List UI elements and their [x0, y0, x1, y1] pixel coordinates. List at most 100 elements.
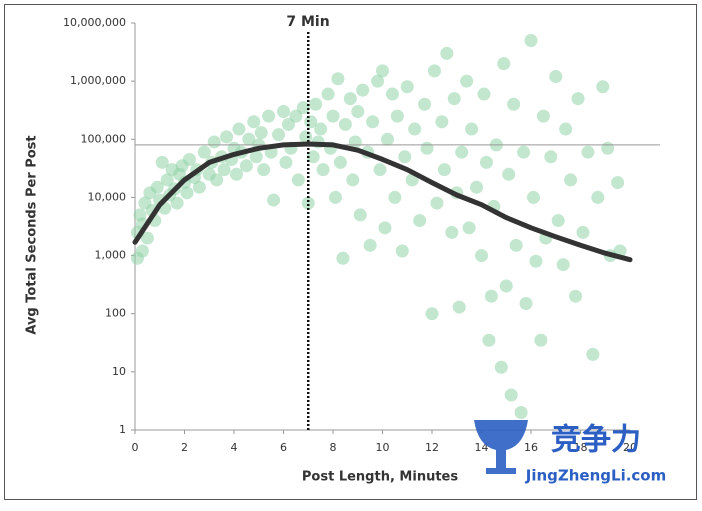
point: [356, 83, 370, 97]
point: [435, 115, 449, 129]
point: [596, 80, 610, 94]
trend-curve: [132, 141, 633, 263]
point: [140, 231, 154, 245]
x-tick-label: 12: [425, 441, 439, 454]
point: [460, 74, 474, 88]
point: [509, 238, 523, 252]
point: [571, 92, 585, 106]
watermark: 竞争力 JingZhengLi.com: [474, 420, 666, 485]
point: [254, 126, 268, 140]
y-tick-label: 10,000: [88, 190, 127, 203]
point: [455, 145, 469, 159]
point: [353, 208, 367, 222]
point: [150, 180, 164, 194]
point: [371, 74, 385, 88]
y-tick-label: 1,000: [95, 249, 127, 262]
y-tick-label: 100: [105, 307, 126, 320]
point: [182, 152, 196, 166]
point: [549, 70, 563, 84]
point: [499, 279, 513, 293]
point: [333, 155, 347, 169]
point: [380, 132, 394, 146]
point: [376, 64, 389, 78]
point: [502, 167, 516, 181]
watermark-url: JingZhengLi.com: [525, 467, 667, 485]
point: [207, 135, 221, 149]
point: [470, 180, 484, 194]
point: [373, 163, 387, 177]
point: [328, 190, 342, 204]
point: [514, 405, 528, 419]
point: [331, 72, 345, 86]
point: [586, 347, 600, 361]
watermark-title: 竞争力: [551, 423, 641, 458]
plot: 1101001,00010,000100,0001,000,00010,000,…: [63, 16, 660, 454]
point: [197, 145, 211, 159]
point: [569, 289, 583, 303]
point: [232, 122, 246, 136]
point: [437, 163, 451, 177]
point: [576, 225, 590, 239]
point: [497, 57, 511, 71]
point: [262, 109, 276, 123]
point: [611, 176, 625, 190]
point: [242, 132, 256, 146]
point: [170, 196, 184, 210]
point: [420, 141, 434, 155]
watermark-icon: [474, 420, 528, 474]
point: [534, 333, 548, 347]
point: [326, 109, 340, 123]
x-tick-label: 20: [623, 441, 637, 454]
frame: [4, 4, 697, 500]
point: [155, 155, 169, 169]
y-tick-label: 1,000,000: [70, 74, 126, 87]
point: [299, 130, 313, 144]
point: [418, 97, 432, 111]
point: [536, 109, 550, 123]
point: [482, 333, 496, 347]
point: [229, 167, 243, 181]
x-tick-label: 10: [376, 441, 390, 454]
point: [220, 130, 234, 144]
x-tick-label: 2: [181, 441, 188, 454]
point: [316, 163, 330, 177]
point: [210, 173, 224, 187]
point: [135, 244, 149, 258]
point: [385, 87, 399, 101]
point: [479, 155, 493, 169]
y-tick-label: 1: [119, 423, 126, 436]
point: [291, 173, 305, 187]
point: [551, 214, 565, 228]
point: [564, 173, 578, 187]
x-tick-label: 8: [330, 441, 337, 454]
x-tick-label: 18: [574, 441, 588, 454]
point: [430, 196, 444, 210]
point: [306, 150, 320, 164]
point: [281, 117, 295, 131]
point: [247, 115, 261, 129]
point: [301, 196, 315, 210]
point: [398, 150, 412, 164]
point: [477, 87, 491, 101]
point: [526, 190, 540, 204]
point: [517, 145, 531, 159]
point: [475, 249, 488, 263]
point: [336, 251, 350, 265]
point: [390, 109, 404, 123]
point: [400, 80, 414, 94]
point: [425, 307, 439, 321]
point: [388, 190, 402, 204]
point: [366, 115, 380, 129]
x-tick-label: 0: [132, 441, 139, 454]
point: [447, 92, 461, 106]
point: [519, 296, 533, 310]
point: [559, 122, 573, 136]
point: [346, 173, 360, 187]
point: [524, 34, 538, 48]
x-tick-label: 4: [231, 441, 238, 454]
point: [343, 92, 357, 106]
point: [427, 64, 441, 78]
x-axis-title: Post Length, Minutes: [302, 470, 458, 485]
point: [440, 46, 454, 60]
point: [413, 214, 427, 228]
